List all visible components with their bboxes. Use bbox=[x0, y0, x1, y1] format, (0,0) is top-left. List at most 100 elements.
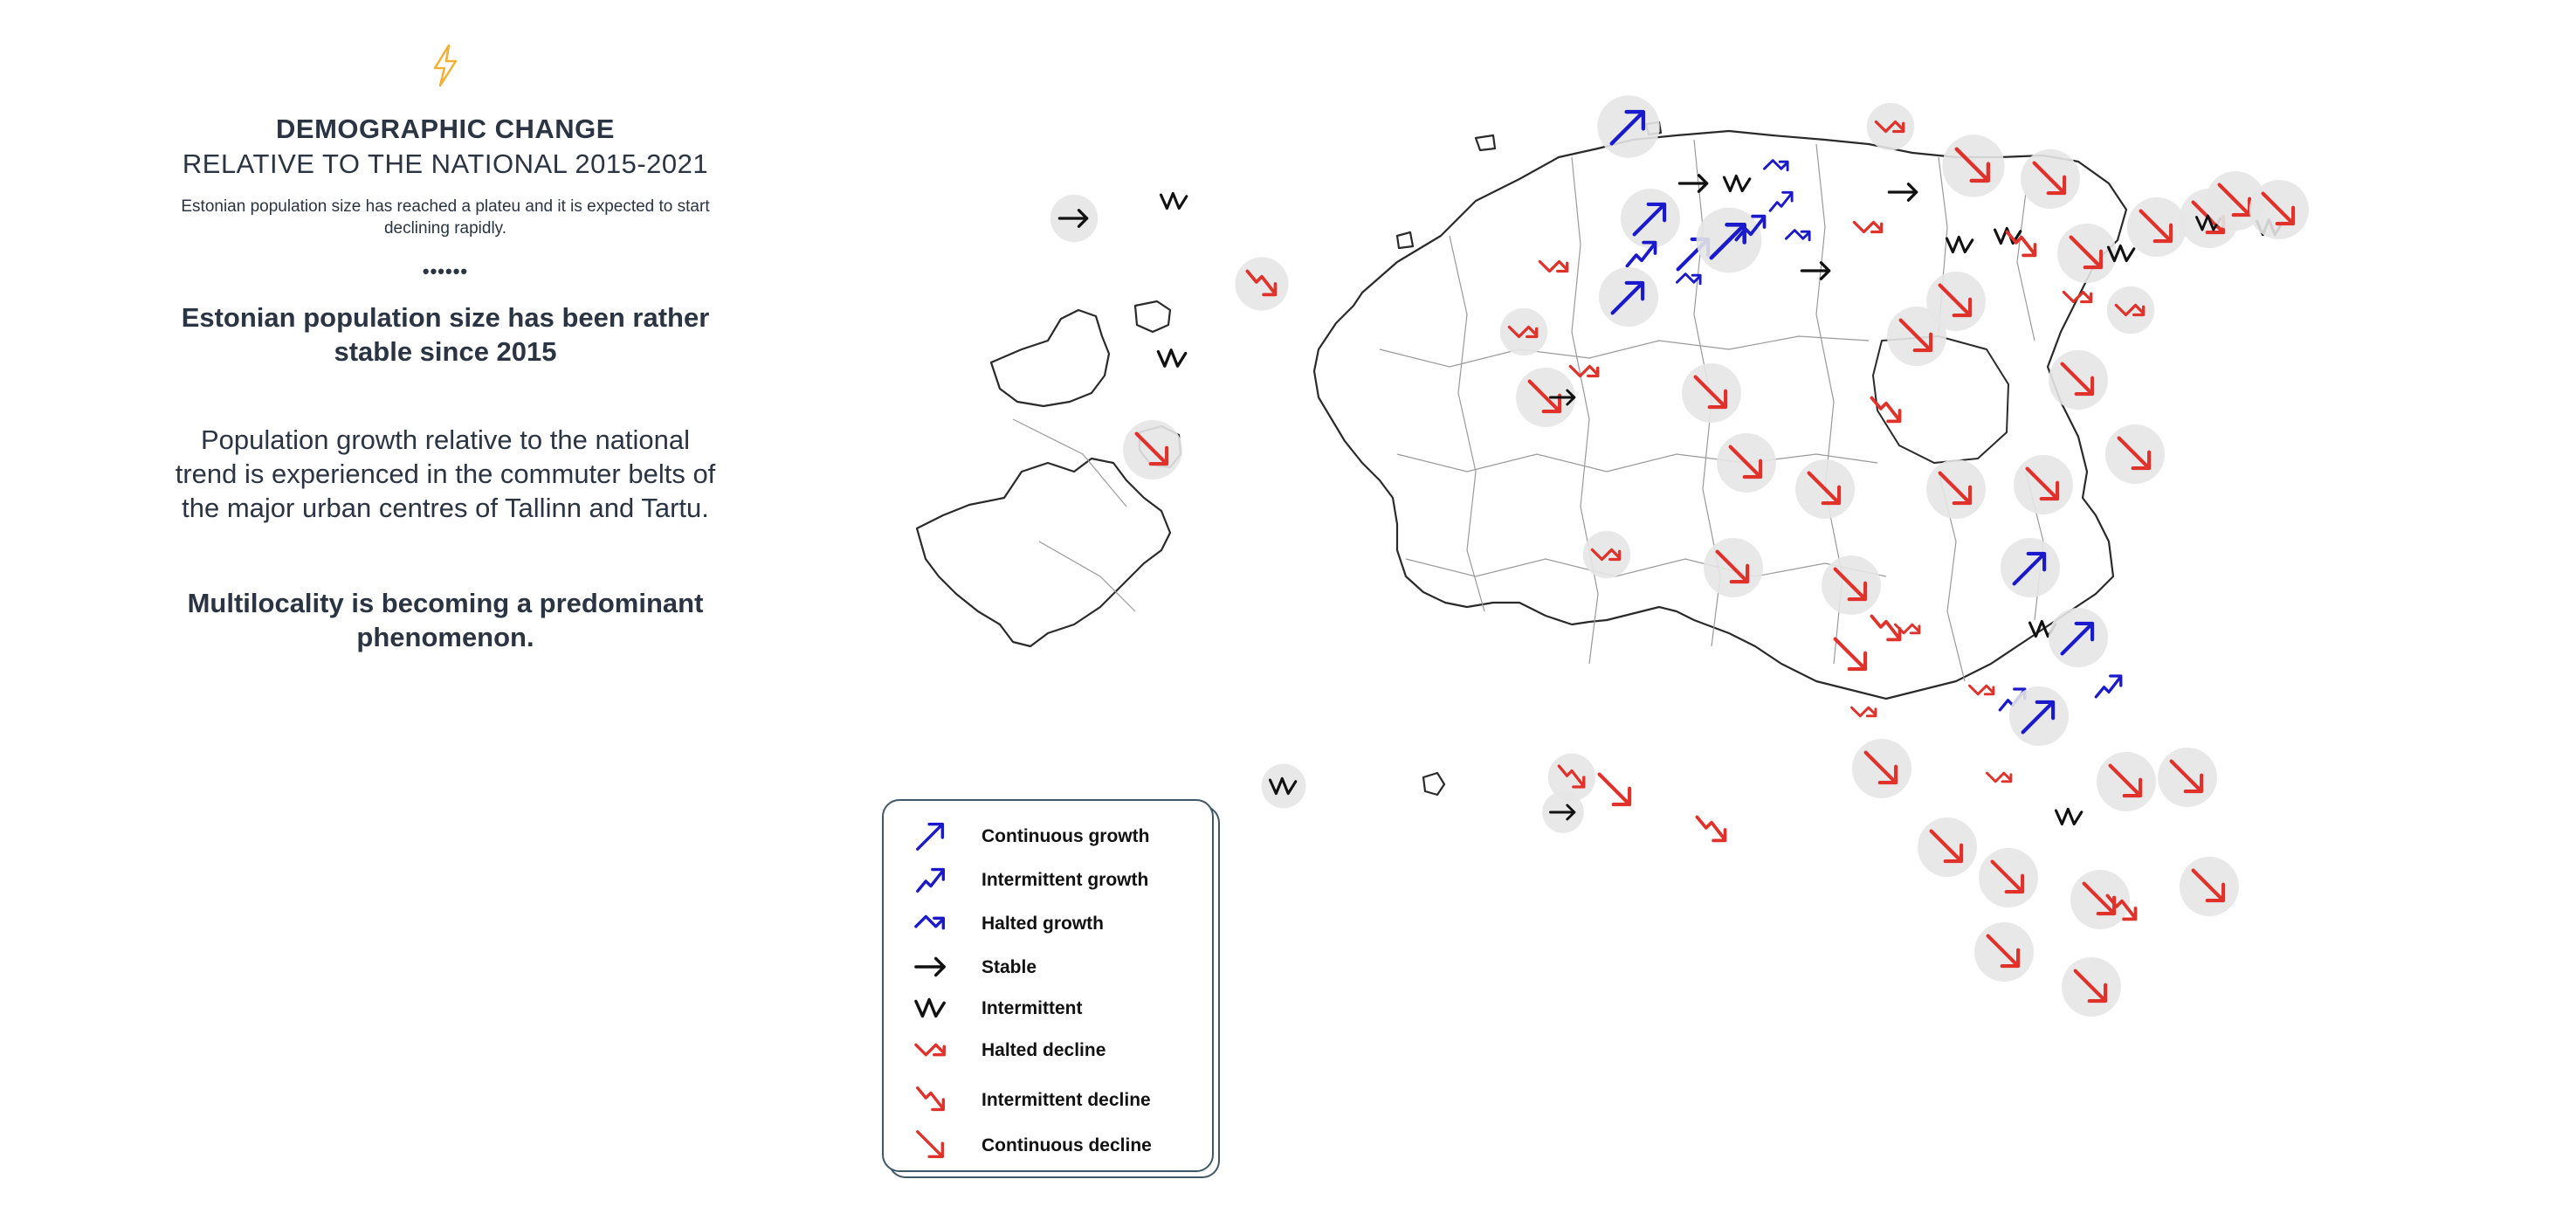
trend-continuous-decline bbox=[2097, 752, 2156, 811]
trend-intermittent bbox=[2054, 807, 2084, 826]
trend-continuous-decline bbox=[1942, 134, 2005, 197]
headline-2: Multilocality is becoming a predominant … bbox=[187, 588, 704, 652]
trend-continuous-decline bbox=[2105, 424, 2165, 484]
trend-stable bbox=[1677, 174, 1709, 193]
trend-intermittent-growth bbox=[1768, 190, 1794, 212]
border-line-3 bbox=[1449, 235, 1485, 612]
trend-continuous-decline bbox=[1123, 420, 1182, 479]
trend-intermittent-decline bbox=[2105, 893, 2138, 921]
trend-stable bbox=[1887, 183, 1918, 202]
trend-continuous-decline bbox=[2070, 870, 2130, 929]
trend-halted-decline bbox=[1852, 220, 1884, 234]
trend-halted-growth bbox=[1785, 229, 1811, 242]
trend-halted-decline bbox=[2106, 286, 2155, 335]
legend-label: Stable bbox=[981, 957, 1037, 977]
trend-halted-growth bbox=[1676, 272, 1702, 286]
trend-continuous-decline bbox=[1597, 772, 1632, 807]
trend-intermittent-growth bbox=[2094, 674, 2123, 699]
border-line-2 bbox=[1405, 558, 1887, 577]
trend-intermittent bbox=[1993, 226, 2022, 245]
trend-continuous-decline bbox=[1926, 459, 1986, 519]
trend-intermittent-decline bbox=[1870, 396, 1902, 424]
trend-intermittent-decline bbox=[1695, 815, 1727, 843]
trend-intermittent-decline bbox=[1235, 257, 1289, 311]
trend-halted-decline bbox=[2062, 290, 2093, 304]
trend-continuous-decline bbox=[1717, 433, 1776, 493]
trend-continuous-decline bbox=[2021, 149, 2080, 209]
border-line-1 bbox=[1396, 453, 1878, 472]
legend-label: Halted growth bbox=[981, 914, 1104, 934]
trend-continuous-growth bbox=[2049, 608, 2108, 667]
border-line-12 bbox=[1038, 541, 1136, 612]
legend-item-stable: Stable bbox=[884, 949, 1207, 984]
trend-intermittent-decline bbox=[1870, 614, 1902, 642]
trend-continuous-growth bbox=[2009, 686, 2069, 746]
trend-halted-decline bbox=[1568, 364, 1600, 378]
trend-intermittent bbox=[1722, 174, 1752, 193]
legend-item-continuous-decline: Continuous decline bbox=[884, 1128, 1207, 1162]
trend-intermittent-decline bbox=[1547, 753, 1596, 802]
trend-intermittent-growth bbox=[1734, 214, 1767, 242]
trend-halted-decline bbox=[1850, 706, 1877, 718]
title: DEMOGRAPHIC CHANGE bbox=[276, 114, 615, 144]
saaremaa bbox=[915, 457, 1172, 648]
legend-item-halted-growth: Halted growth bbox=[884, 906, 1207, 941]
trend-continuous-decline bbox=[1918, 817, 1977, 877]
legend-label: Continuous decline bbox=[981, 1135, 1152, 1155]
lake-peipus bbox=[1872, 335, 2009, 464]
trend-stable bbox=[1549, 389, 1576, 406]
trend-intermittent bbox=[1945, 235, 1974, 254]
legend-item-halted-decline: Halted decline bbox=[884, 1032, 1207, 1067]
kihnu bbox=[1422, 771, 1446, 797]
intermittent-growth-icon bbox=[916, 867, 946, 893]
trend-continuous-decline bbox=[1979, 848, 2038, 907]
halted-decline-icon bbox=[914, 1043, 946, 1057]
trend-stable bbox=[1800, 261, 1831, 280]
trend-continuous-decline bbox=[2127, 197, 2187, 257]
trend-stable bbox=[1050, 194, 1099, 243]
trend-continuous-decline bbox=[1887, 307, 1946, 366]
trend-halted-growth bbox=[1763, 159, 1789, 172]
legend-label: Continuous growth bbox=[981, 826, 1150, 846]
trend-intermittent bbox=[1261, 763, 1306, 809]
trend-symbols bbox=[1050, 95, 2309, 1017]
hiiumaa bbox=[989, 308, 1111, 408]
trend-intermittent bbox=[1156, 348, 1188, 368]
legend-label: Halted decline bbox=[981, 1040, 1106, 1060]
trend-continuous-growth bbox=[2001, 538, 2060, 597]
trend-continuous-growth bbox=[1599, 267, 1658, 327]
trend-continuous-decline bbox=[2158, 748, 2217, 807]
subtitle: RELATIVE TO THE NATIONAL 2015-2021 bbox=[182, 148, 709, 179]
trend-continuous-decline bbox=[2180, 857, 2239, 916]
trend-continuous-decline bbox=[2014, 455, 2073, 514]
divider-dots: •••••• bbox=[422, 260, 469, 282]
trend-intermittent bbox=[1159, 191, 1188, 210]
stable-icon bbox=[914, 956, 946, 977]
lightning-bolt-icon bbox=[433, 44, 458, 87]
legend-item-continuous-growth: Continuous growth bbox=[884, 818, 1207, 853]
islet-3 bbox=[1395, 231, 1415, 250]
trend-halted-decline bbox=[1866, 102, 1915, 151]
trend-halted-decline bbox=[1538, 259, 1569, 273]
border-line-4 bbox=[1571, 156, 1599, 665]
trend-intermittent-growth bbox=[1625, 240, 1657, 268]
legend-item-intermittent-growth: Intermittent growth bbox=[884, 862, 1207, 897]
trend-intermittent bbox=[2195, 214, 2222, 231]
trend-continuous-growth bbox=[1597, 95, 1660, 158]
continuous-decline-icon bbox=[916, 1130, 945, 1159]
paragraph: Population growth relative to the nation… bbox=[175, 424, 716, 523]
trend-continuous-decline bbox=[1516, 368, 1575, 427]
legend-label: Intermittent decline bbox=[981, 1090, 1151, 1110]
headline: Estonian population size has been rather… bbox=[181, 302, 710, 367]
trend-continuous-decline bbox=[2249, 180, 2309, 239]
vormsi bbox=[1133, 300, 1172, 334]
border-line-8 bbox=[2016, 191, 2035, 341]
trend-continuous-growth bbox=[1696, 207, 1762, 273]
islet-1 bbox=[1474, 134, 1497, 152]
trend-continuous-decline bbox=[1852, 739, 1911, 798]
legend-item-intermittent-decline: Intermittent decline bbox=[884, 1082, 1207, 1117]
trend-continuous-decline bbox=[1926, 272, 1986, 331]
trend-halted-decline bbox=[1968, 684, 1995, 696]
trend-continuous-decline bbox=[1822, 555, 1881, 615]
